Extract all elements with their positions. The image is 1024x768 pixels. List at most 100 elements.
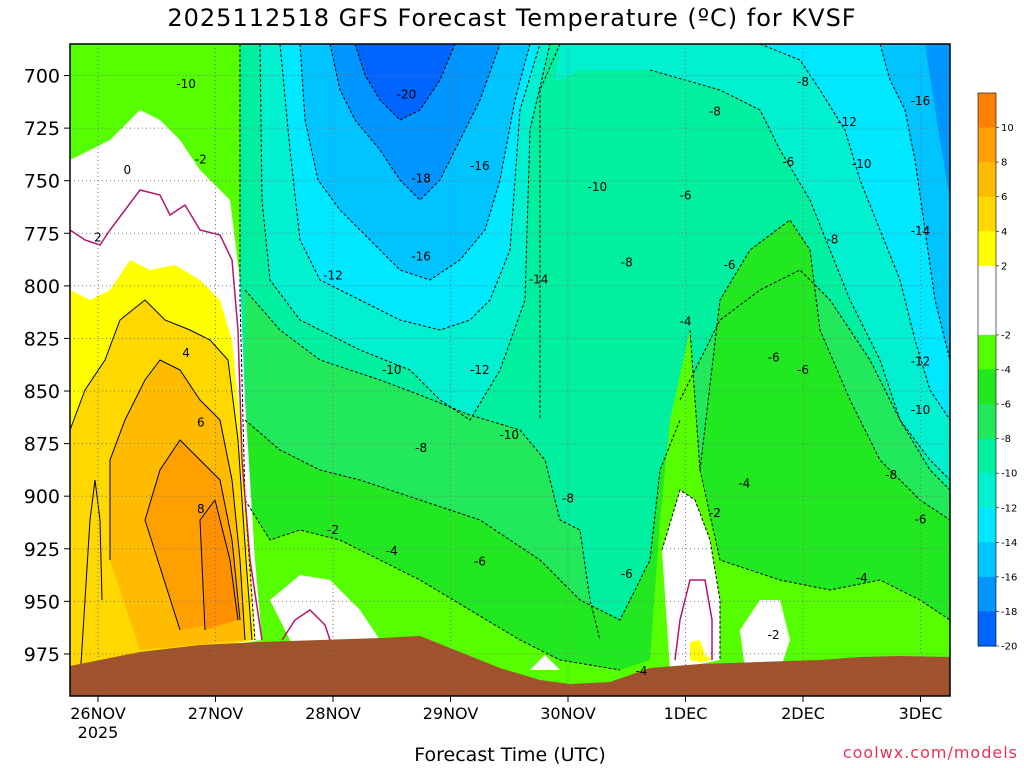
colorbar-swatch [978,611,996,647]
contour-label: -10 [588,180,608,194]
positive-contours [70,299,253,681]
contour-label: -12 [470,363,490,377]
contour-line [279,44,541,331]
colorbar-label: -4 [1001,365,1011,376]
contour-label: -14 [529,273,549,287]
contour-line [109,359,246,641]
contour-label: -16 [411,249,431,263]
contour-line [70,299,253,641]
contour-label: -8 [709,104,721,118]
chart-title: 2025112518 GFS Forecast Temperature (ºC)… [167,4,857,32]
contour-line [259,44,551,421]
colorbar-frame [977,92,997,647]
contour-label: -20 [397,87,417,101]
y-tick-label: 800 [24,276,60,298]
colorbar-swatch [978,300,996,336]
contour-line [144,439,241,631]
y-tick-label: 875 [24,434,60,456]
x-tick-label: 27NOV [188,704,244,723]
x-tick-label: 1DEC [664,704,708,723]
band-minus14-right [760,44,950,420]
colorbar-label: -6 [1001,400,1011,411]
x-axis-label-text: Forecast Time (UTC) [414,744,606,766]
colorbar-swatch [978,473,996,509]
contour-label: -8 [885,468,897,482]
contour-label: -2 [709,506,721,520]
credit-link[interactable]: coolwx.com/models [842,743,1018,762]
colorbar-label: 2 [1001,261,1007,272]
y-tick-label: 775 [24,223,60,245]
band-minus20-mid [355,44,455,120]
yellow-pocket-1dec [690,640,712,662]
colorbar-swatch [978,127,996,163]
contour-label: -2 [195,153,207,167]
contour-line [244,499,621,671]
contour-label: 0 [124,163,132,177]
contour-label: -6 [621,567,633,581]
band-minus6-low [245,220,950,696]
colorbar-label: -10 [1001,469,1017,480]
contour-label: -6 [768,350,780,364]
colorbar-label: 10 [1001,123,1014,134]
zero-line [70,189,263,641]
contour-line [679,269,950,491]
y-tick-label: 950 [24,591,60,613]
contour-label: -12 [323,268,343,282]
contour-line [649,69,950,481]
contour-label: -18 [411,172,431,186]
x-tick-label: 28NOV [305,704,361,723]
contour-label: -8 [797,75,809,89]
band-minus12 [540,44,950,480]
contour-label: -4 [856,571,868,585]
y-tick-label: 700 [24,66,60,88]
contour-label: -10 [499,428,519,442]
band-minus18-right [925,44,950,200]
x-tick-label: 30NOV [540,704,596,723]
contour-label: -6 [915,512,927,526]
plot-frame [69,43,951,697]
colorbar-swatch [978,542,996,578]
negative-contours [239,44,950,671]
contour-label: -6 [680,188,692,202]
contour-label: -6 [797,363,809,377]
warm-pocket-30nov [530,655,560,670]
colorbar-swatch [978,334,996,370]
colorbar: 10 8 6 4 2 -2 -4 -6 -8 -10 -12 -14 -16 -18 -20 [977,92,1017,653]
colorbar-swatch [978,196,996,232]
contour-label: -4 [635,664,647,678]
zero-line [674,579,713,661]
contour-line [661,489,721,660]
colorbar-swatch [978,438,996,474]
band-10-left [200,500,238,630]
contour-line [299,44,531,281]
contour-label: 6 [197,416,205,430]
contour-label: -10 [852,157,872,171]
y-axis: 700 725 750 775 800 825 850 875 900 925 950 975 [24,66,70,666]
contour-line [699,219,950,521]
x-tick-label: 3DEC [899,704,943,723]
contour-label: -8 [826,233,838,247]
colorbar-label: -8 [1001,434,1011,445]
contour-label: 2 [94,230,102,244]
y-tick-label: 900 [24,486,60,508]
contour-label: -14 [911,224,931,238]
contour-label: -8 [562,491,574,505]
contour-label: -8 [621,256,633,270]
y-tick-label: 850 [24,381,60,403]
colorbar-label: -14 [1001,538,1017,549]
y-tick-label: 925 [24,539,60,561]
contour-label: -4 [680,315,692,329]
colorbar-label: 4 [1001,227,1007,238]
x-tick-label: 2DEC [781,704,825,723]
colorbar-swatch [978,93,996,129]
contour-label: -10 [382,363,402,377]
colorbar-label: 6 [1001,192,1007,203]
contour-line [354,44,456,121]
contour-label: -4 [386,544,398,558]
contour-label: -4 [738,477,750,491]
colorbar-label: -20 [1001,642,1017,653]
contour-label: -10 [176,77,196,91]
contour-label: -10 [911,403,931,417]
zero-line [281,609,331,641]
